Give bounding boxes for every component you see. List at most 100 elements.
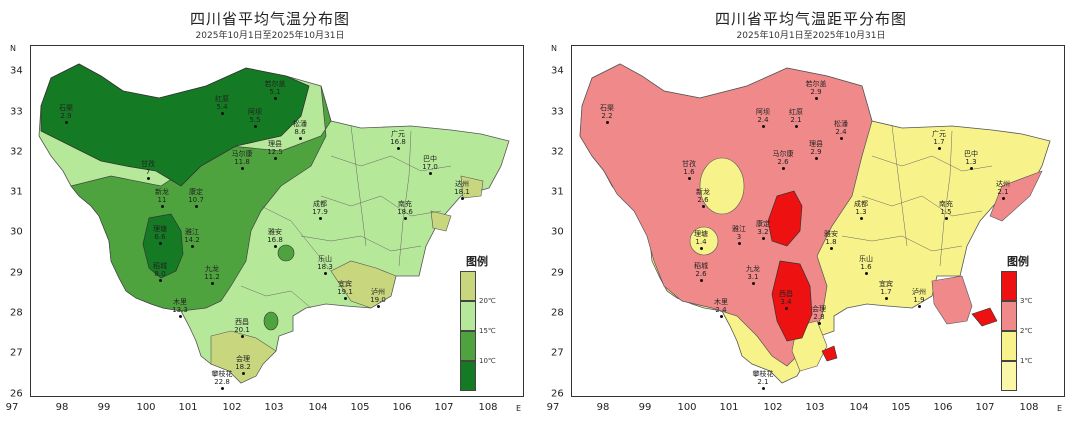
zone-cool-spot [263, 311, 279, 331]
station-marker [701, 205, 705, 208]
map-title: 四川省平均气温距平分布图 [714, 10, 907, 28]
map-frame [30, 45, 524, 397]
station-label: 稻城 2.6 [694, 262, 708, 278]
station-label: 阿坝 5.5 [248, 108, 262, 124]
legend-title: 图例 [466, 255, 488, 268]
station-marker [605, 121, 609, 124]
station-label: 泸州 19.0 [370, 288, 386, 304]
station-label: 泸州 1.9 [912, 288, 926, 304]
station-marker [210, 282, 214, 285]
legend-label: 1℃ [1020, 357, 1033, 365]
station-marker [814, 97, 818, 100]
station-label: 巴中 1.3 [964, 150, 978, 166]
x-tick: 101 [178, 402, 198, 413]
x-tick: 108 [1019, 402, 1039, 413]
station-marker [220, 387, 224, 390]
zone-warm [430, 210, 452, 232]
y-tick: 29 [10, 267, 23, 279]
y-tick: 32 [551, 146, 564, 158]
station-marker [158, 279, 162, 282]
station-marker [737, 242, 741, 245]
station-label: 阿坝 2.4 [756, 108, 770, 124]
x-tick: 101 [719, 402, 739, 413]
station-marker [64, 121, 68, 124]
map-title: 四川省平均气温分布图 [189, 10, 350, 28]
x-tick: 98 [596, 402, 610, 413]
zone-anomaly-3 [821, 345, 838, 362]
x-tick: 108 [478, 402, 498, 413]
zone-anomaly-3 [767, 190, 803, 247]
station-label: 成都 1.3 [854, 200, 868, 216]
zone-cool [70, 85, 332, 312]
station-marker [884, 297, 888, 300]
station-label: 西昌 20.1 [234, 318, 250, 334]
y-tick: 34 [10, 65, 23, 77]
x-tick: 106 [392, 402, 412, 413]
station-marker [751, 282, 755, 285]
y-tick: 29 [551, 267, 564, 279]
station-marker [428, 172, 432, 175]
station-marker [240, 167, 244, 170]
station-label: 成都 17.9 [312, 200, 328, 216]
legend-swatch [460, 331, 476, 361]
station-marker [917, 305, 921, 308]
station-marker [761, 387, 765, 390]
y-tick: 26 [551, 388, 564, 400]
station-label: 若尔盖 2.9 [805, 80, 827, 96]
station-label: 九龙 11.2 [204, 265, 220, 281]
x-tick: 104 [308, 402, 328, 413]
x-tick: 102 [763, 402, 783, 413]
station-label: 会理 2.8 [812, 305, 826, 321]
legend-swatch [1001, 271, 1017, 301]
zone-warm [330, 260, 397, 309]
station-marker [761, 125, 765, 128]
legend-label: 10℃ [479, 357, 496, 365]
legend-label: 2℃ [1020, 327, 1033, 335]
map-legend: 图例 20℃ 15℃ 10℃ [455, 253, 515, 396]
zone-cool-spot [277, 244, 295, 262]
y-tick: 27 [551, 347, 564, 359]
station-marker [241, 372, 245, 375]
station-marker [839, 137, 843, 140]
map-frame [571, 45, 1065, 397]
legend-label: 20℃ [479, 297, 496, 305]
station-label: 理县 12.5 [267, 140, 283, 156]
x-tick: 103 [264, 402, 284, 413]
x-tick: 99 [97, 402, 111, 413]
y-tick: 33 [551, 106, 564, 118]
station-label: 九龙 3.1 [746, 265, 760, 281]
x-tick: 98 [55, 402, 69, 413]
station-label: 新龙 11 [155, 188, 169, 204]
station-label: 马尔康 11.8 [231, 150, 253, 166]
zone-anomaly-3 [771, 260, 813, 342]
station-marker [194, 205, 198, 208]
y-axis-unit: N [10, 44, 16, 53]
station-label: 理县 2.9 [809, 140, 823, 156]
y-tick: 33 [10, 106, 23, 118]
station-label: 乐山 1.6 [859, 255, 873, 271]
x-tick: 104 [849, 402, 869, 413]
station-marker [403, 217, 407, 220]
legend-label: 15℃ [479, 327, 496, 335]
x-axis-unit: E [516, 404, 522, 413]
x-tick: 106 [933, 402, 953, 413]
x-tick: 107 [975, 402, 995, 413]
anomaly-map-panel: 四川省平均气温距平分布图 2025年10月1日至2025年10月31日 N E [541, 0, 1081, 423]
map-subtitle: 2025年10月1日至2025年10月31日 [195, 31, 345, 41]
station-label: 巴中 17.0 [422, 155, 438, 171]
x-tick: 97 [5, 402, 19, 413]
y-tick: 28 [551, 307, 564, 319]
station-label: 若尔盖 5.1 [264, 80, 286, 96]
x-tick: 107 [434, 402, 454, 413]
y-tick: 31 [551, 186, 564, 198]
y-tick: 31 [10, 186, 23, 198]
station-marker [937, 147, 941, 150]
station-marker [814, 157, 818, 160]
station-marker [190, 245, 194, 248]
y-tick: 26 [10, 388, 23, 400]
county-boundaries [240, 125, 452, 309]
station-marker [298, 137, 302, 140]
station-label: 理塘 1.4 [694, 230, 708, 246]
legend-label: 3℃ [1020, 297, 1033, 305]
station-label: 石渠 2.9 [59, 104, 73, 120]
